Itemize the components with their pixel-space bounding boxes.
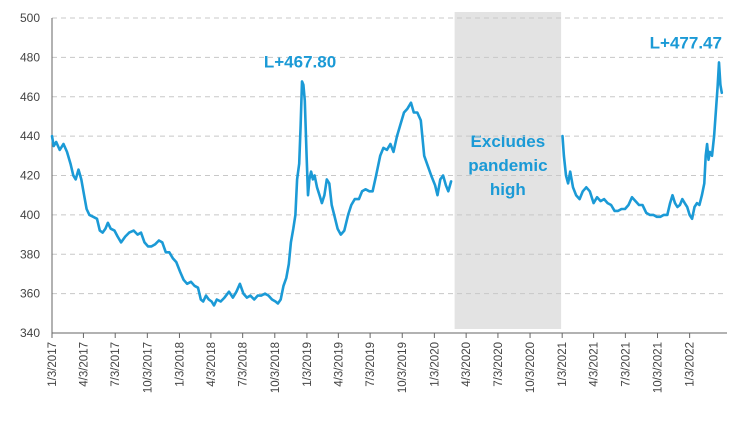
- y-tick-labels: 340 360 380 400 420 440 460 480 500: [20, 11, 40, 340]
- x-tick-label: 1/3/2017: [47, 342, 59, 387]
- series-line-segment: [561, 61, 724, 221]
- y-tick-label: 460: [20, 90, 40, 104]
- annotations: L+467.80 L+477.47: [264, 33, 722, 71]
- x-tick-label: 7/3/2020: [493, 342, 505, 387]
- y-tick-label: 340: [20, 326, 40, 340]
- y-tick-label: 500: [20, 11, 40, 25]
- x-tick-label: 7/3/2018: [238, 342, 250, 387]
- x-tick-label: 7/3/2021: [620, 342, 632, 387]
- series-line-segment: [50, 80, 453, 307]
- axes: [51, 18, 727, 338]
- x-tick-label: 4/3/2020: [461, 342, 473, 387]
- peak-annotation: L+477.47: [650, 33, 722, 52]
- shaded-region-layer: Excludes pandemic high: [454, 12, 562, 329]
- x-tick-label: 4/3/2017: [78, 342, 90, 387]
- shaded-region-label-line: high: [490, 180, 526, 199]
- y-tick-label: 400: [20, 208, 40, 222]
- y-tick-label: 360: [20, 287, 40, 301]
- x-tick-label: 1/3/2019: [302, 342, 314, 387]
- x-tick-label: 10/3/2018: [270, 342, 282, 393]
- x-tick-labels: 1/3/2017 4/3/2017 7/3/2017 10/3/2017 1/3/201…: [47, 342, 697, 393]
- y-tick-label: 480: [20, 50, 40, 64]
- x-tick-label: 1/3/2020: [429, 342, 441, 387]
- y-tick-label: 440: [20, 129, 40, 143]
- x-tick-label: 1/3/2021: [557, 342, 569, 387]
- x-tick-label: 10/3/2019: [397, 342, 409, 393]
- x-tick-label: 10/3/2021: [653, 342, 665, 393]
- peak-annotation: L+467.80: [264, 52, 336, 71]
- x-tick-label: 1/3/2022: [685, 342, 697, 387]
- x-tick-label: 4/3/2018: [206, 342, 218, 387]
- pandemic-shaded-region: [454, 12, 562, 329]
- y-tick-label: 420: [20, 169, 40, 183]
- x-tick-label: 1/3/2018: [174, 342, 186, 387]
- x-tick-label: 10/3/2017: [142, 342, 154, 393]
- x-tick-label: 7/3/2019: [365, 342, 377, 387]
- shaded-region-label-line: pandemic: [468, 156, 547, 175]
- x-tick-label: 4/3/2021: [589, 342, 601, 387]
- y-tick-label: 380: [20, 247, 40, 261]
- series-lines: [50, 61, 724, 307]
- shaded-region-label-line: Excludes: [471, 132, 546, 151]
- gridlines: [52, 17, 727, 295]
- x-tick-label: 10/3/2020: [525, 342, 537, 393]
- x-tick-label: 7/3/2017: [110, 342, 122, 387]
- x-tick-label: 4/3/2019: [333, 342, 345, 387]
